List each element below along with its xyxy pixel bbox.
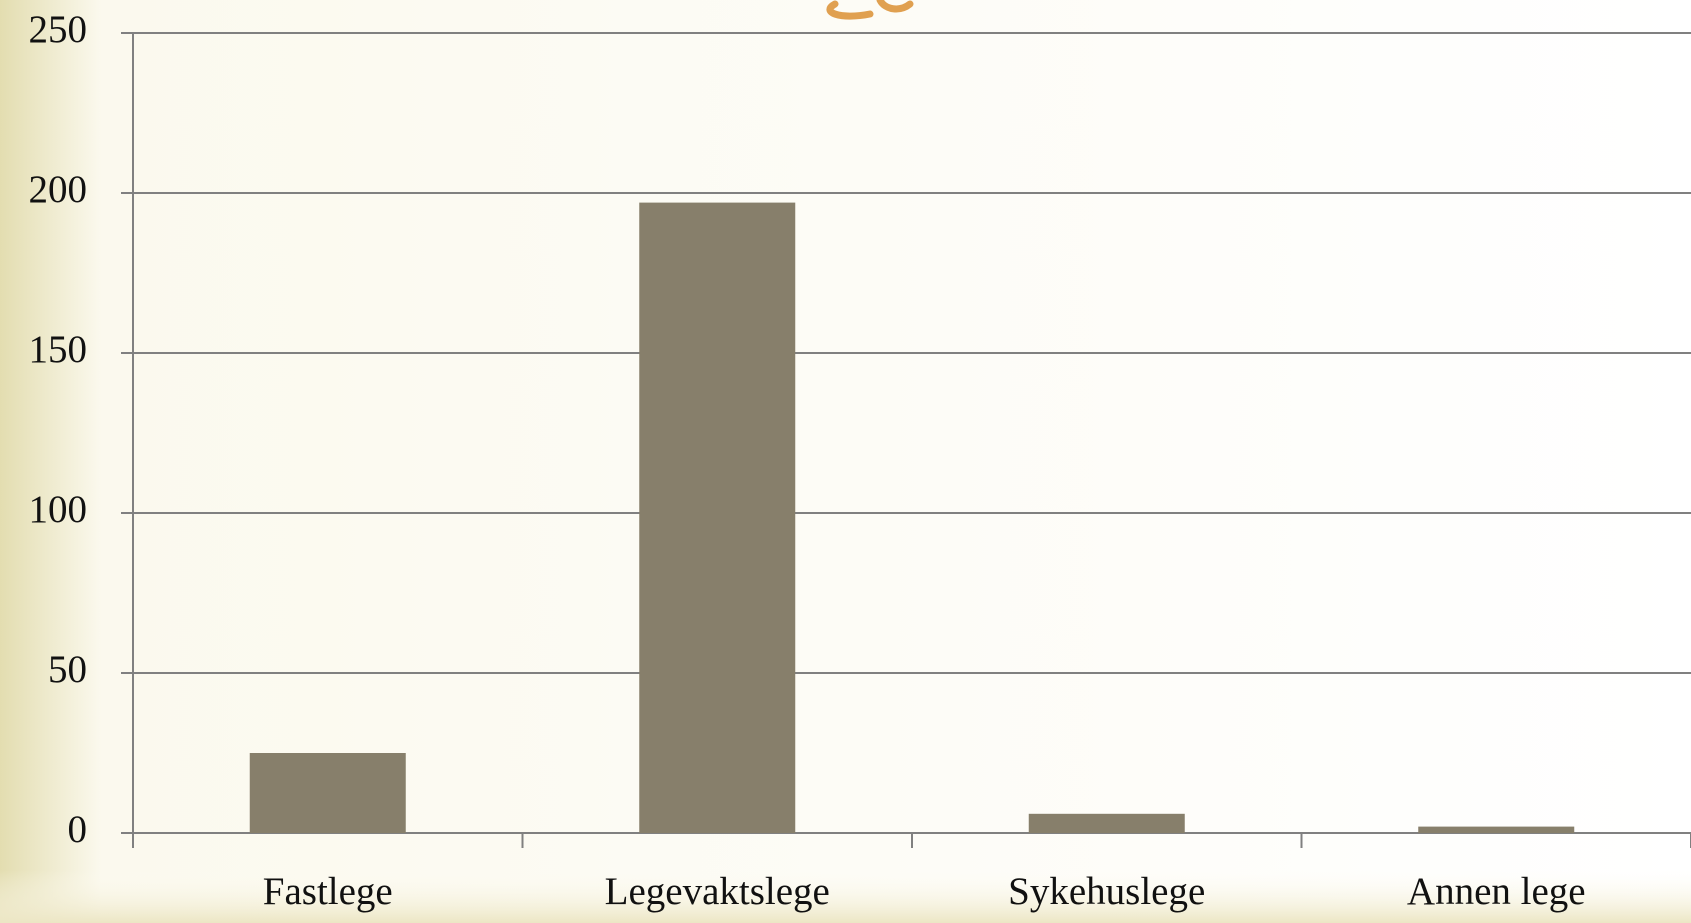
y-tick-label: 50 (48, 648, 87, 691)
y-tick-label: 100 (29, 488, 88, 531)
y-tick-label: 200 (29, 168, 88, 211)
y-tick-label: 0 (68, 808, 88, 851)
decoration (826, 0, 914, 20)
x-tick-label: Annen lege (1407, 870, 1586, 913)
y-tick-label: 250 (29, 8, 88, 51)
y-tick-label: 150 (29, 328, 88, 371)
bar (1418, 826, 1575, 833)
bar (1028, 813, 1185, 833)
x-tick-label: Legevaktslege (605, 870, 830, 913)
x-tick-label: Sykehuslege (1008, 870, 1205, 913)
bar (249, 753, 406, 833)
x-tick-label: Fastlege (263, 870, 393, 913)
background-bottom (0, 870, 1691, 923)
bar (639, 202, 796, 834)
